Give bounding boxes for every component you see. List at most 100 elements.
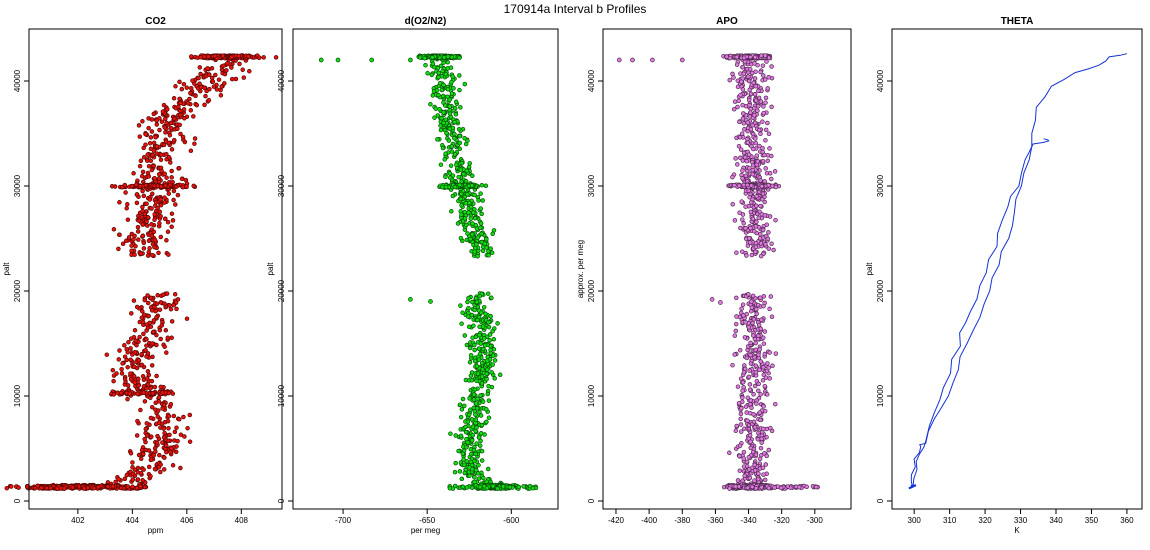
- data-point: [763, 127, 769, 133]
- data-point: [111, 378, 116, 384]
- data-point: [473, 451, 478, 457]
- data-point: [131, 298, 137, 303]
- data-point: [446, 138, 452, 143]
- data-point: [736, 98, 741, 104]
- data-point: [458, 433, 464, 439]
- data-point: [735, 84, 741, 90]
- data-point: [481, 475, 486, 481]
- data-point: [152, 304, 157, 310]
- data-point: [470, 424, 476, 429]
- data-point: [762, 53, 768, 58]
- data-point: [753, 249, 758, 255]
- data-point: [222, 81, 227, 86]
- data-point: [138, 483, 143, 489]
- data-point: [760, 197, 765, 202]
- data-point: [162, 301, 167, 307]
- data-point: [148, 457, 154, 462]
- data-point: [474, 363, 480, 369]
- data-point: [756, 352, 761, 358]
- data-point: [136, 237, 141, 242]
- x-tick-label: -700: [335, 516, 352, 525]
- y-tick-label: 30000: [587, 174, 596, 197]
- series-line-0: [910, 53, 1128, 488]
- data-point: [467, 161, 472, 166]
- data-point: [131, 374, 137, 379]
- data-point: [759, 485, 764, 490]
- data-point: [480, 198, 485, 203]
- data-point: [149, 363, 155, 368]
- data-point: [124, 206, 129, 211]
- data-point: [754, 219, 759, 225]
- data-point: [140, 478, 145, 483]
- data-point: [460, 484, 466, 490]
- data-point: [737, 453, 742, 459]
- data-point: [158, 202, 164, 208]
- data-point: [737, 443, 743, 449]
- data-point: [459, 321, 464, 326]
- data-point: [736, 400, 742, 406]
- data-point: [430, 61, 436, 67]
- y-axis: 0 10000 20000 30000 40000 approx. per meg: [576, 69, 603, 503]
- data-point: [148, 415, 154, 421]
- data-point: [443, 184, 449, 190]
- data-point: [109, 184, 115, 189]
- data-point: [233, 76, 239, 82]
- x-tick-label: -300: [807, 516, 824, 525]
- data-point: [435, 137, 440, 142]
- data-point: [747, 66, 753, 72]
- data-point: [741, 111, 746, 116]
- data-point: [151, 329, 156, 335]
- data-point: [184, 184, 189, 189]
- data-point: [150, 152, 155, 158]
- data-point: [440, 184, 445, 190]
- data-point: [161, 467, 167, 472]
- x-tick-label: 320: [978, 516, 992, 525]
- data-point: [733, 428, 739, 434]
- data-point: [153, 135, 158, 140]
- data-point: [754, 194, 759, 199]
- data-point: [467, 396, 472, 401]
- data-point: [169, 147, 175, 152]
- data-point: [136, 376, 141, 382]
- data-point: [452, 469, 458, 475]
- data-point: [450, 74, 455, 79]
- data-point: [144, 386, 149, 391]
- data-point: [459, 160, 465, 166]
- data-point: [146, 464, 152, 470]
- data-point: [468, 236, 473, 242]
- plot-area: [4, 53, 279, 491]
- data-point: [758, 445, 764, 451]
- data-point: [318, 57, 324, 63]
- data-point: [741, 55, 747, 61]
- data-point: [442, 157, 447, 162]
- data-point: [148, 295, 154, 301]
- data-point: [732, 99, 738, 104]
- data-point: [237, 61, 242, 67]
- data-point: [739, 406, 744, 411]
- data-point: [202, 102, 207, 108]
- data-point: [741, 456, 746, 461]
- data-point: [754, 153, 760, 158]
- panel-0: CO2 402 404 406 408 ppm 0 10000 20000 30000 40000 p…: [2, 16, 283, 535]
- data-point: [143, 348, 148, 353]
- data-point: [167, 432, 172, 438]
- data-point: [136, 123, 142, 128]
- y-axis: 0 10000 20000 30000 40000 palt: [865, 69, 892, 503]
- data-point: [483, 183, 489, 189]
- data-point: [740, 102, 745, 108]
- panel-title: d(O2/N2): [405, 16, 447, 27]
- data-point: [462, 462, 467, 467]
- data-point: [764, 453, 769, 459]
- data-point: [157, 452, 162, 458]
- data-point: [756, 103, 761, 109]
- data-point: [453, 112, 459, 117]
- data-point: [465, 299, 470, 305]
- data-point: [128, 336, 134, 341]
- data-point: [752, 478, 757, 483]
- data-point: [755, 437, 761, 442]
- data-point: [48, 486, 53, 491]
- data-point: [466, 164, 472, 170]
- data-point: [175, 192, 181, 198]
- y-tick-label: 0: [876, 498, 885, 503]
- data-point: [763, 100, 768, 105]
